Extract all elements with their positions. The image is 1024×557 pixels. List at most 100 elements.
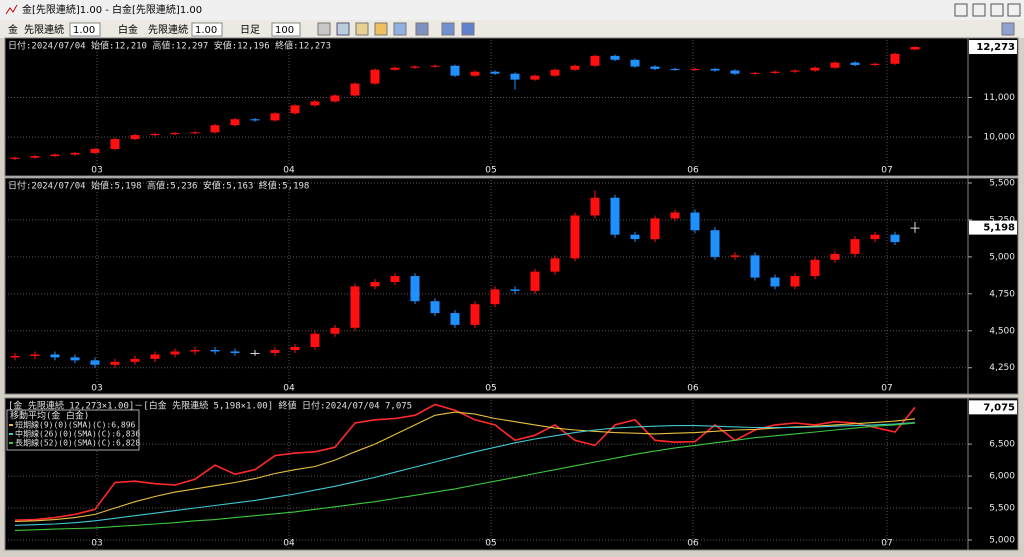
candle-body: [190, 132, 200, 134]
x-tick-label: 06: [687, 384, 699, 394]
y-tick-label: 5,000: [989, 536, 1015, 546]
candle-body: [470, 71, 480, 76]
candle-body: [110, 361, 120, 365]
restore-button[interactable]: [954, 3, 968, 17]
legend-entry: 長期線(52)(0)(SMA)(C):6,828: [15, 438, 140, 448]
candle-body: [330, 95, 340, 102]
candle-body: [250, 119, 260, 121]
tool-icons: [317, 22, 1015, 36]
candle-body: [730, 255, 740, 257]
candle-body: [890, 234, 900, 243]
candle-body: [810, 67, 820, 71]
y-tick-label: 5,500: [989, 504, 1015, 514]
legend-entry: 中期線(26)(0)(SMA)(C):6,836: [15, 429, 140, 439]
candle-body: [790, 276, 800, 287]
price-axis-bg: [967, 37, 1019, 177]
x-tick-label: 06: [687, 166, 699, 176]
x-tick-label: 03: [91, 539, 102, 549]
candle-body: [290, 105, 300, 114]
count[interactable]: 100: [275, 25, 294, 36]
window-title: 金[先限連続]1.00 - 白金[先限連続]1.00: [22, 3, 202, 16]
candle-body: [250, 352, 260, 354]
legend-entry: 短期線(9)(0)(SMA)(C):6,896: [15, 420, 136, 430]
contract2[interactable]: 先限連続: [148, 23, 188, 36]
toolbar: [0, 20, 1024, 38]
candle-body: [650, 218, 660, 240]
price-axis-bg: [967, 397, 1019, 551]
candle-body: [710, 68, 720, 71]
candle-body: [90, 360, 100, 365]
candle-body: [390, 276, 400, 282]
title-bar: [0, 0, 1024, 20]
y-tick-label: 4,500: [989, 326, 1015, 336]
candle-body: [490, 71, 500, 74]
candle-body: [390, 67, 400, 70]
candle-body: [350, 286, 360, 328]
x-tick-label: 06: [687, 539, 699, 549]
x-tick-label: 05: [485, 539, 496, 549]
panel-bg: [4, 37, 969, 177]
candle-body: [790, 70, 800, 72]
x-tick-label: 07: [881, 384, 892, 394]
candle-body: [690, 212, 700, 231]
candle-body: [130, 358, 140, 362]
candle-body: [90, 148, 100, 153]
symbol1[interactable]: 金: [8, 23, 18, 36]
count-input[interactable]: [271, 22, 301, 37]
close-button[interactable]: [1007, 3, 1021, 17]
candle-body: [770, 71, 780, 73]
candle-body: [110, 139, 120, 149]
x-tick-label: 03: [91, 384, 102, 394]
x-tick-label: 07: [881, 166, 892, 176]
period[interactable]: 日足: [240, 24, 260, 36]
y-tick-label: 5,000: [989, 252, 1015, 262]
candle-body: [770, 277, 780, 287]
candle-body: [130, 135, 140, 140]
minimize-button[interactable]: [972, 3, 986, 17]
candle-body: [850, 62, 860, 65]
candle-body: [630, 234, 640, 240]
candle-body: [450, 65, 460, 76]
panel-header: [金 先限連続 12,273×1.00]－[白金 先限連続 5,198×1.00…: [8, 400, 412, 412]
candle-body: [430, 301, 440, 314]
last-price-label: 12,273: [976, 42, 1015, 53]
mult1[interactable]: 1.00: [73, 25, 95, 36]
candle-body: [170, 351, 180, 355]
candle-body: [830, 62, 840, 68]
maximize-button[interactable]: [990, 3, 1004, 17]
app-icon: [5, 4, 18, 15]
y-tick-label: 10,000: [984, 133, 1016, 143]
candle-body: [310, 333, 320, 348]
contract1[interactable]: 先限連続: [24, 23, 64, 36]
candle-body: [610, 197, 620, 235]
y-tick-label: 5,250: [989, 215, 1015, 225]
candle-body: [550, 258, 560, 272]
panel-bg: [4, 177, 969, 395]
panel-header: 日付:2024/07/04 始値:5,198 高値:5,236 安値:5,163…: [8, 180, 309, 192]
candle-body: [150, 354, 160, 359]
candle-body: [150, 133, 160, 136]
x-tick-label: 05: [485, 166, 496, 176]
series-line: [14, 422, 916, 526]
symbol2[interactable]: 白金: [118, 23, 138, 36]
candle-body: [630, 59, 640, 67]
candle-body: [590, 197, 600, 216]
y-tick-label: 4,250: [989, 363, 1015, 373]
y-tick-label: 11,000: [984, 93, 1016, 103]
candle-body: [210, 350, 220, 352]
candle-body: [830, 253, 840, 260]
panel-bg: [4, 397, 969, 551]
candle-body: [270, 113, 280, 121]
mult2[interactable]: 1.00: [195, 25, 217, 36]
candle-body: [850, 239, 860, 254]
mult2-input[interactable]: [191, 22, 223, 37]
candle-body: [310, 101, 320, 106]
mult1-input[interactable]: [69, 22, 101, 37]
legend-title: 移動平均(金 白金): [10, 410, 89, 422]
candle-body: [490, 289, 500, 305]
candle-body: [370, 69, 380, 84]
candle-body: [450, 313, 460, 325]
candle-body: [410, 66, 420, 68]
last-price-label: 5,198: [983, 223, 1015, 234]
last-price-box: [969, 40, 1017, 55]
